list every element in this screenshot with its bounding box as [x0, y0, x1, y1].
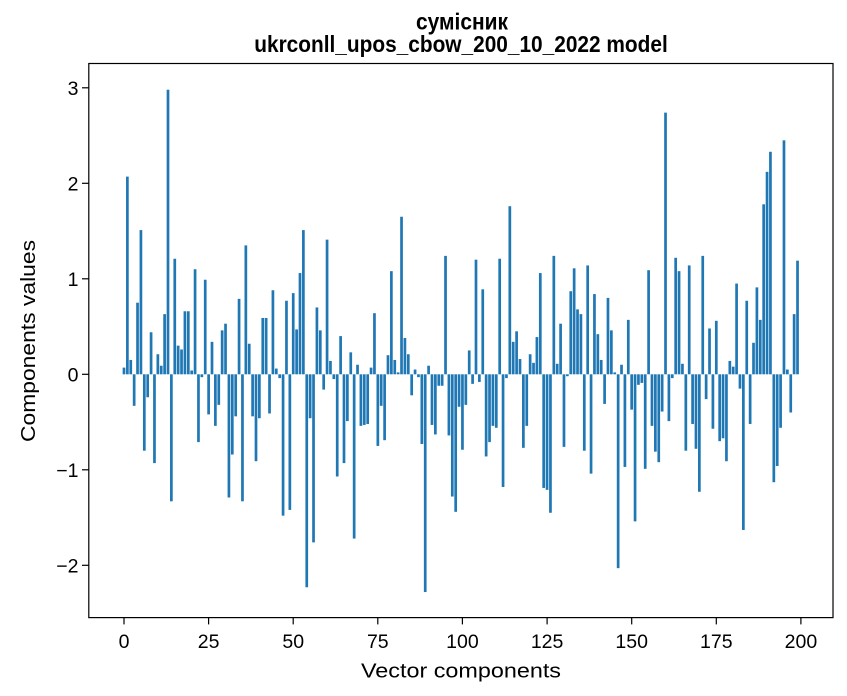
svg-text:125: 125	[531, 631, 564, 653]
svg-text:200: 200	[785, 631, 818, 653]
svg-text:−2: −2	[56, 555, 78, 577]
svg-text:Components values: Components values	[17, 240, 40, 442]
svg-text:сумісник: сумісник	[416, 9, 508, 35]
svg-text:75: 75	[367, 631, 389, 653]
svg-text:2: 2	[68, 173, 79, 195]
svg-text:−1: −1	[56, 460, 78, 482]
svg-text:ukrconll_upos_cbow_200_10_2022: ukrconll_upos_cbow_200_10_2022 model	[254, 31, 668, 57]
svg-text:0: 0	[68, 364, 79, 386]
svg-text:50: 50	[282, 631, 304, 653]
svg-text:0: 0	[119, 631, 130, 653]
svg-text:Vector components: Vector components	[361, 659, 561, 682]
svg-text:175: 175	[700, 631, 733, 653]
svg-text:25: 25	[198, 631, 220, 653]
svg-text:150: 150	[615, 631, 648, 653]
svg-text:1: 1	[68, 269, 79, 291]
svg-text:100: 100	[446, 631, 479, 653]
svg-text:3: 3	[68, 78, 79, 100]
